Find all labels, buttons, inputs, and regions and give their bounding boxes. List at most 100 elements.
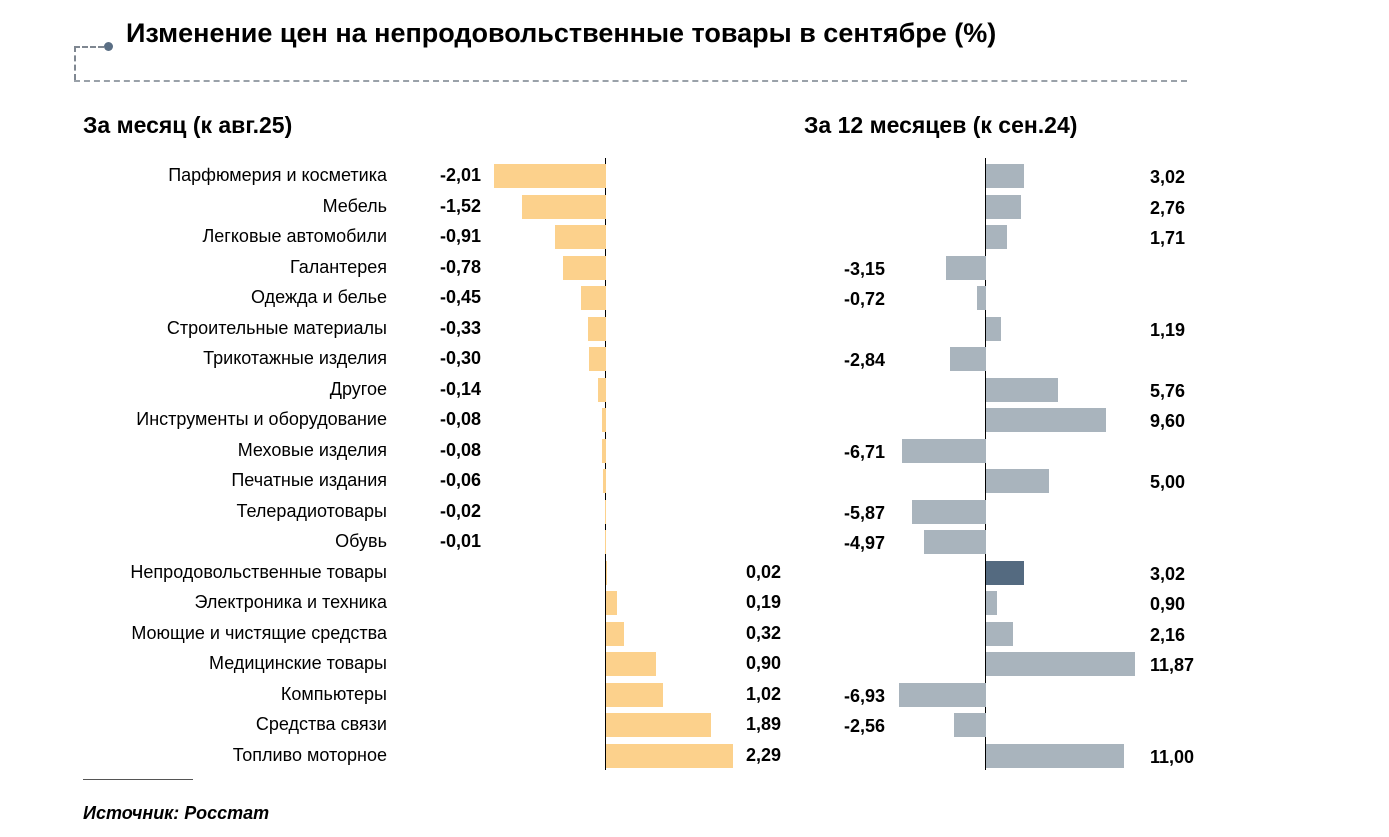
year-value: -3,15 bbox=[843, 258, 885, 279]
year-bar bbox=[976, 286, 986, 310]
year-value: 2,76 bbox=[1150, 197, 1186, 218]
month-bar bbox=[589, 347, 606, 371]
month-axis bbox=[605, 158, 606, 770]
category-label: Строительные материалы bbox=[166, 317, 387, 338]
year-value: 1,19 bbox=[1150, 319, 1186, 340]
year-value: 9,60 bbox=[1150, 411, 1186, 431]
month-value: 2,29 bbox=[746, 744, 782, 765]
month-value: -0,78 bbox=[439, 256, 481, 277]
year-value: -0,72 bbox=[843, 289, 885, 309]
month-bar bbox=[605, 530, 606, 554]
month-value: 0,02 bbox=[746, 561, 782, 582]
year-bar bbox=[986, 377, 1059, 402]
month-value: -0,91 bbox=[439, 226, 481, 246]
year-bar bbox=[899, 682, 986, 707]
year-value: 5,76 bbox=[1150, 380, 1186, 401]
year-bar bbox=[986, 316, 1001, 341]
month-bar bbox=[606, 621, 624, 646]
month-bar bbox=[494, 164, 606, 188]
month-value: -0,02 bbox=[439, 500, 481, 521]
category-label: Обувь bbox=[335, 531, 387, 551]
month-bar bbox=[602, 469, 606, 493]
category-label: Галантерея bbox=[289, 256, 387, 277]
year-bar bbox=[986, 164, 1024, 188]
month-bar bbox=[606, 560, 608, 585]
category-label: Медицинские товары bbox=[209, 653, 387, 673]
year-bar bbox=[953, 713, 986, 737]
year-bar bbox=[946, 255, 986, 280]
category-label: Телерадиотовары bbox=[236, 500, 387, 521]
title-dot-icon bbox=[104, 42, 113, 51]
year-bar bbox=[986, 743, 1125, 768]
year-value: 3,02 bbox=[1150, 167, 1186, 187]
month-bar bbox=[606, 682, 663, 707]
year-value: 5,00 bbox=[1150, 472, 1186, 492]
year-value: 0,90 bbox=[1150, 594, 1186, 614]
year-bar bbox=[986, 621, 1014, 646]
month-bar bbox=[555, 225, 606, 249]
year-bar bbox=[986, 194, 1021, 219]
month-value: 1,89 bbox=[746, 714, 782, 734]
category-label: Трикотажные изделия bbox=[203, 348, 387, 368]
month-value: -0,08 bbox=[439, 409, 481, 429]
year-bar bbox=[950, 347, 986, 371]
month-bar bbox=[601, 408, 606, 432]
year-bar bbox=[923, 530, 986, 554]
year-bar bbox=[986, 408, 1107, 432]
month-bar bbox=[601, 438, 606, 463]
month-bar bbox=[562, 255, 606, 280]
month-value: -0,06 bbox=[439, 470, 481, 490]
category-label: Непродовольственные товары bbox=[130, 561, 387, 582]
year-axis bbox=[985, 158, 986, 770]
month-value: -0,30 bbox=[439, 348, 481, 368]
year-bar bbox=[986, 591, 998, 615]
year-value: 1,71 bbox=[1150, 228, 1186, 248]
month-chart-title: За месяц (к авг.25) bbox=[83, 112, 293, 138]
month-bar bbox=[604, 499, 606, 524]
month-value: -0,45 bbox=[439, 287, 481, 307]
month-bar bbox=[606, 743, 734, 768]
month-value: 1,02 bbox=[746, 683, 782, 704]
month-bar bbox=[606, 713, 711, 737]
category-label: Легковые автомобили bbox=[202, 226, 387, 246]
year-value: -2,84 bbox=[843, 350, 885, 370]
month-value: -0,08 bbox=[439, 439, 481, 460]
year-bar bbox=[901, 438, 986, 463]
year-bar bbox=[986, 652, 1135, 676]
year-value: -6,93 bbox=[843, 685, 885, 706]
year-value: 11,00 bbox=[1150, 746, 1195, 767]
category-label: Компьютеры bbox=[280, 683, 387, 704]
year-value: 11,87 bbox=[1150, 655, 1195, 675]
chart-title: Изменение цен на непродовольственные тов… bbox=[126, 18, 997, 48]
category-label: Средства связи bbox=[255, 714, 387, 734]
category-label: Топливо моторное bbox=[232, 744, 387, 765]
category-label: Инструменты и оборудование bbox=[136, 409, 387, 429]
month-value: -0,33 bbox=[439, 317, 481, 338]
category-label: Одежда и белье bbox=[251, 287, 387, 307]
year-value: 3,02 bbox=[1150, 563, 1186, 584]
year-value: 2,16 bbox=[1150, 624, 1186, 645]
month-value: -2,01 bbox=[439, 165, 481, 185]
month-bar bbox=[587, 316, 606, 341]
month-value: -0,14 bbox=[439, 378, 481, 399]
month-value: 0,90 bbox=[746, 653, 782, 673]
category-label: Другое bbox=[329, 378, 387, 399]
month-bar bbox=[598, 377, 606, 402]
month-value: -0,01 bbox=[439, 531, 481, 551]
year-value: -5,87 bbox=[843, 502, 885, 523]
category-label: Парфюмерия и косметика bbox=[168, 165, 387, 185]
category-label: Меховые изделия bbox=[237, 439, 387, 460]
category-label: Печатные издания bbox=[231, 470, 387, 490]
month-value: 0,19 bbox=[746, 592, 782, 612]
decor-dash bbox=[74, 46, 104, 48]
month-bar bbox=[606, 591, 617, 615]
month-value: 0,32 bbox=[746, 622, 782, 643]
month-bar bbox=[521, 194, 606, 219]
title-divider bbox=[74, 80, 1187, 82]
year-bar bbox=[986, 560, 1024, 585]
year-chart-title: За 12 месяцев (к сен.24) bbox=[804, 112, 1078, 138]
year-bar bbox=[986, 225, 1008, 249]
year-value: -6,71 bbox=[843, 441, 885, 462]
decor-dash bbox=[74, 46, 76, 80]
